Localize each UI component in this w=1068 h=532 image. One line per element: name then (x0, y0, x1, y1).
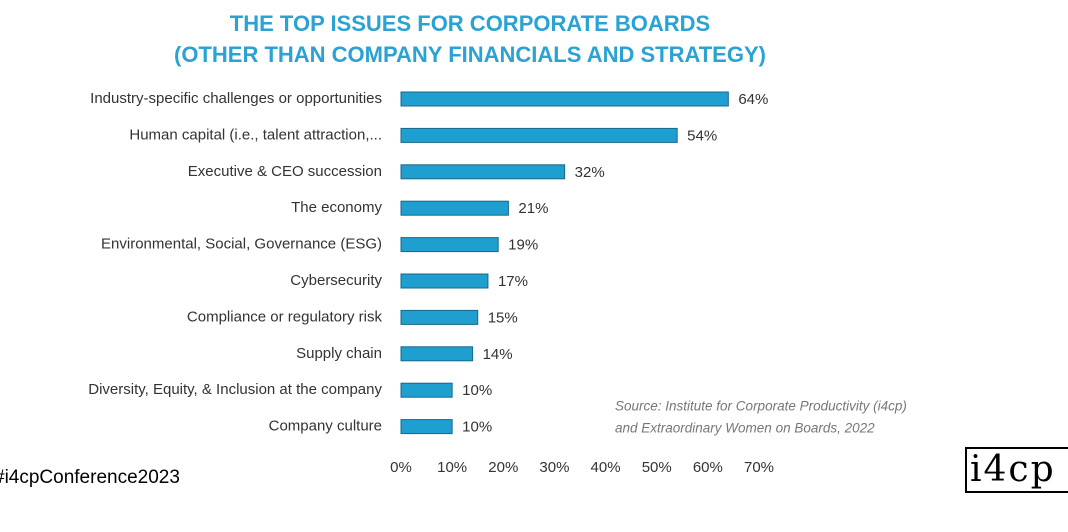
y-tick-label: Diversity, Equity, & Inclusion at the co… (88, 381, 382, 398)
y-tick-label: Compliance or regulatory risk (187, 308, 383, 325)
x-tick-label: 30% (539, 459, 569, 476)
y-tick-label: The economy (291, 199, 382, 216)
bar (400, 127, 678, 143)
bar (400, 273, 489, 289)
y-tick-label: Cybersecurity (290, 272, 382, 289)
bar (400, 164, 566, 180)
bar (400, 91, 729, 107)
bar (400, 346, 474, 362)
value-label: 10% (462, 419, 492, 436)
source-note: and Extraordinary Women on Boards, 2022 (615, 421, 875, 436)
x-tick-label: 70% (744, 459, 774, 476)
x-tick-label: 60% (693, 459, 723, 476)
x-tick-label: 20% (488, 459, 518, 476)
chart-title: THE TOP ISSUES FOR CORPORATE BOARDS (230, 11, 710, 36)
y-tick-label: Executive & CEO succession (188, 163, 382, 180)
value-label: 10% (462, 382, 492, 399)
value-label: 64% (738, 91, 768, 108)
value-label: 19% (508, 237, 538, 254)
bar (400, 309, 479, 325)
hashtag: #i4cpConference2023 (0, 467, 180, 488)
x-tick-label: 10% (437, 459, 467, 476)
value-label: 14% (483, 346, 513, 363)
x-tick-label: 40% (591, 459, 621, 476)
value-label: 17% (498, 273, 528, 290)
y-tick-label: Supply chain (296, 345, 382, 362)
x-tick-label: 0% (390, 459, 412, 476)
value-label: 21% (518, 200, 548, 217)
y-tick-label: Human capital (i.e., talent attraction,.… (129, 126, 382, 143)
x-tick-label: 50% (642, 459, 672, 476)
bar (400, 200, 509, 216)
bar (400, 237, 499, 253)
logo-frame (965, 447, 1068, 493)
value-label: 15% (488, 309, 518, 326)
bar (400, 419, 453, 435)
y-tick-label: Environmental, Social, Governance (ESG) (101, 236, 382, 253)
bar (400, 382, 453, 398)
chart-title: (OTHER THAN COMPANY FINANCIALS AND STRAT… (174, 42, 766, 67)
source-note: Source: Institute for Corporate Producti… (615, 399, 907, 414)
value-label: 32% (575, 164, 605, 181)
logo: i4cp (970, 449, 1056, 490)
y-tick-label: Company culture (269, 418, 382, 435)
y-tick-label: Industry-specific challenges or opportun… (90, 90, 382, 107)
value-label: 54% (687, 127, 717, 144)
